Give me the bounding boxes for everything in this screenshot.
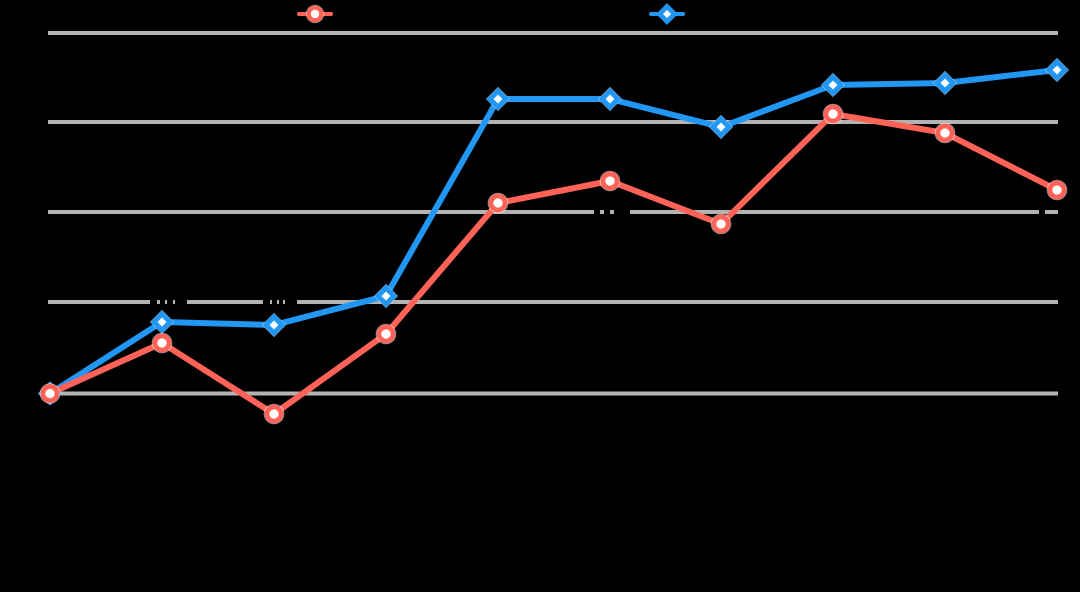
obscured-data-label (594, 205, 600, 216)
circle-marker[interactable] (1047, 180, 1067, 200)
obscured-data-label (150, 295, 157, 306)
obscured-data-label (614, 205, 630, 216)
red-circle-series-line (47, 111, 1060, 417)
obscured-data-label (279, 295, 283, 306)
diamond-marker[interactable] (933, 71, 957, 95)
diamond-marker[interactable] (374, 284, 398, 308)
diamond-marker[interactable] (486, 87, 510, 111)
obscured-data-label (1039, 205, 1045, 216)
legend-marker-circle[interactable] (306, 5, 324, 23)
circle-marker[interactable] (600, 171, 620, 191)
circle-marker[interactable] (264, 404, 284, 424)
circle-marker[interactable] (40, 384, 60, 403)
blue-diamond-series-line (47, 67, 1060, 397)
diamond-marker[interactable] (821, 73, 845, 97)
legend-marker-diamond[interactable] (656, 3, 678, 25)
diamond-marker[interactable] (150, 310, 174, 334)
diamond-marker[interactable] (1045, 58, 1069, 82)
circle-marker[interactable] (823, 104, 843, 124)
circle-marker[interactable] (488, 193, 508, 213)
obscured-data-label (285, 295, 297, 306)
circle-marker[interactable] (376, 324, 396, 344)
obscured-data-label (167, 295, 173, 306)
obscured-data-label (160, 295, 165, 306)
diamond-marker[interactable] (598, 87, 622, 111)
circle-marker[interactable] (711, 214, 731, 234)
circle-marker[interactable] (935, 123, 955, 143)
diamond-marker[interactable] (709, 115, 733, 139)
obscured-data-label (272, 295, 277, 306)
obscured-data-label (604, 205, 610, 216)
obscured-data-label (175, 295, 187, 306)
obscured-data-label (263, 295, 270, 306)
circle-marker[interactable] (152, 333, 172, 353)
diamond-marker[interactable] (262, 313, 286, 337)
